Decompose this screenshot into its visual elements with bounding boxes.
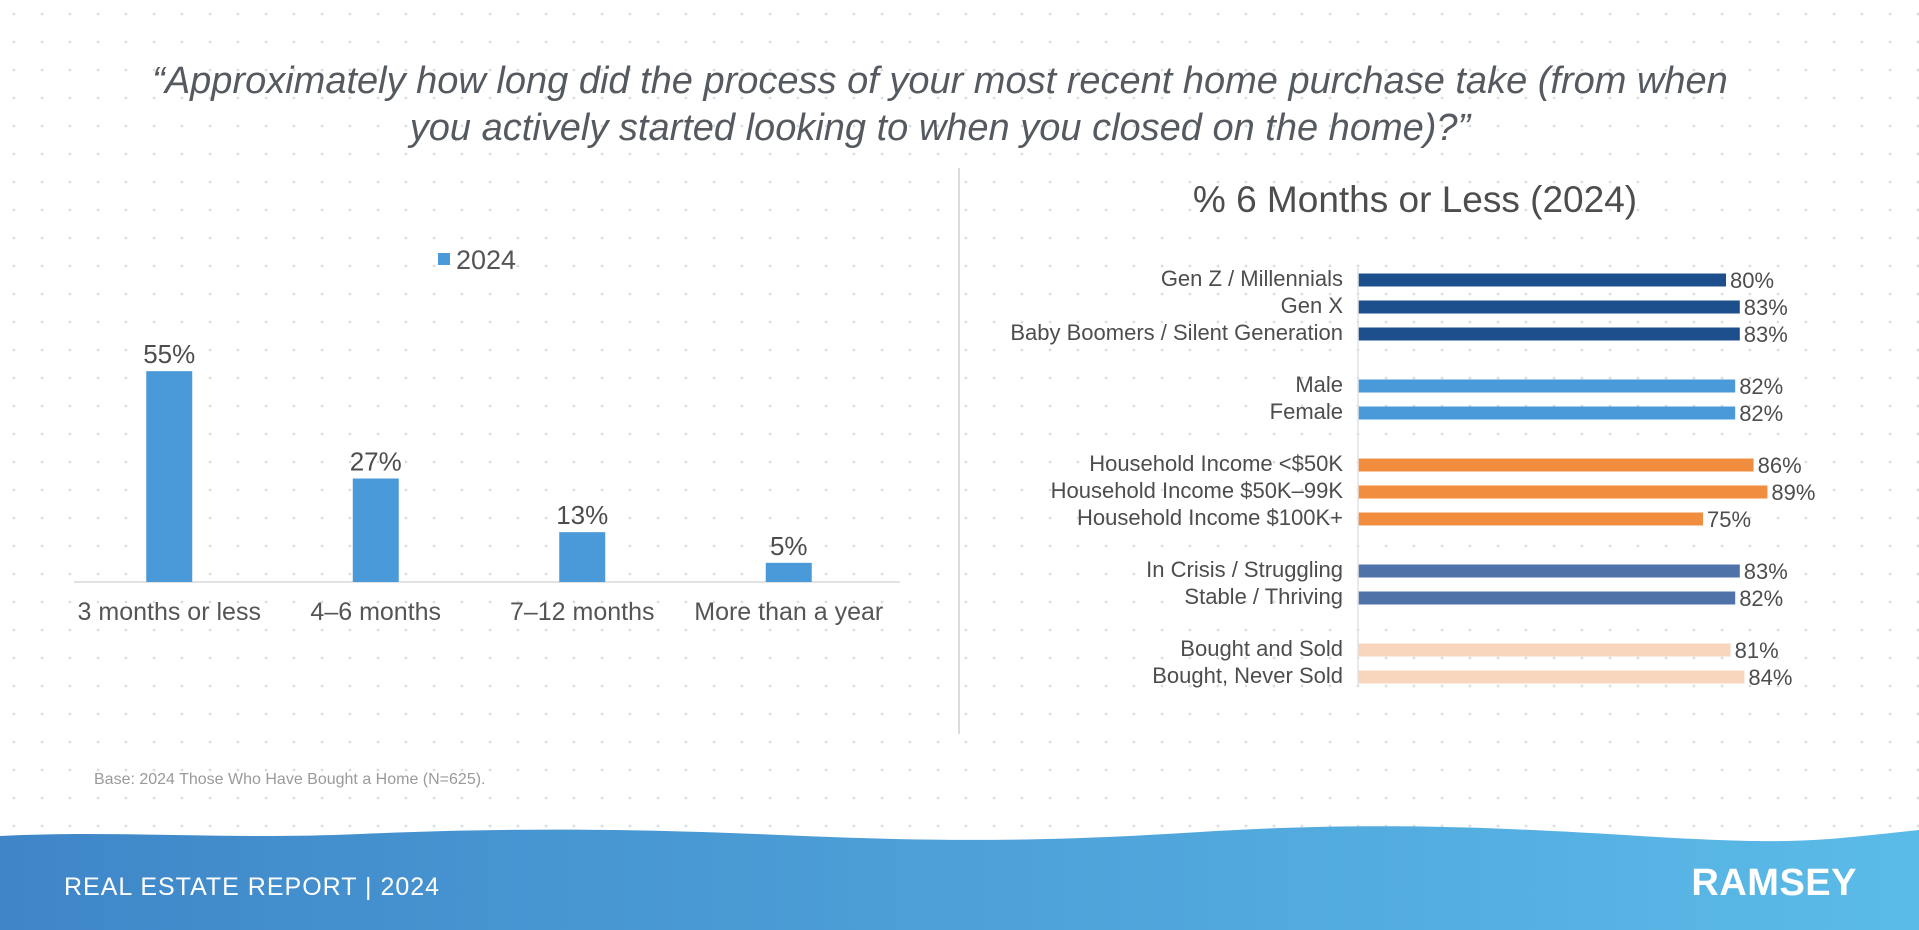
hbar-2 (1358, 300, 1740, 314)
category-label-7: Household Income $50K–99K (1051, 478, 1344, 503)
right-chart-title: % 6 Months or Less (2024) (1193, 179, 1637, 220)
base-note: Base: 2024 Those Who Have Bought a Home … (94, 771, 486, 788)
data-label-1: 55% (143, 339, 195, 369)
hbar-1 (1358, 273, 1726, 287)
hbar-value-label-2: 83% (1744, 295, 1788, 320)
hbar-value-label-10: 82% (1739, 586, 1783, 611)
x-tick-label-3: 7–12 months (510, 598, 655, 626)
legend-label-2024: 2024 (456, 245, 516, 275)
hbar-value-label-11: 81% (1735, 638, 1779, 663)
x-tick-label-1: 3 months or less (78, 598, 261, 626)
hbar-11 (1358, 643, 1731, 657)
data-label-4: 5% (770, 531, 808, 561)
ramsey-logo: RAMSEY (1691, 862, 1857, 904)
category-label-12: Bought, Never Sold (1152, 663, 1343, 688)
hbar-value-label-6: 86% (1758, 453, 1802, 478)
bar-3 (559, 532, 606, 582)
hbar-value-label-4: 82% (1739, 374, 1783, 399)
hbar-4 (1358, 379, 1736, 393)
category-label-6: Household Income <$50K (1089, 451, 1343, 476)
question-heading: “Approximately how long did the process … (152, 60, 1728, 149)
hbar-value-label-3: 83% (1744, 322, 1788, 347)
hbar-5 (1358, 406, 1736, 420)
footer-banner (0, 826, 1919, 930)
category-label-8: Household Income $100K+ (1077, 505, 1343, 530)
x-tick-label-2: 4–6 months (310, 598, 441, 626)
x-tick-label-4: More than a year (694, 598, 883, 626)
hbar-3 (1358, 327, 1740, 341)
category-label-2: Gen X (1281, 293, 1344, 318)
hbar-value-label-8: 75% (1707, 507, 1751, 532)
bar-4 (765, 562, 812, 582)
category-label-10: Stable / Thriving (1184, 584, 1343, 609)
hbar-10 (1358, 591, 1736, 605)
data-label-3: 13% (556, 500, 608, 530)
hbar-value-label-12: 84% (1748, 665, 1792, 690)
category-label-11: Bought and Sold (1180, 636, 1343, 661)
hbar-7 (1358, 485, 1768, 499)
footer-report-label: REAL ESTATE REPORT | 2024 (64, 873, 441, 901)
six-months-or-less-bar-chart: % 6 Months or Less (2024) Gen Z / Millenn… (1010, 179, 1815, 690)
category-label-9: In Crisis / Struggling (1146, 557, 1343, 582)
hbar-value-label-5: 82% (1739, 401, 1783, 426)
data-label-2: 27% (350, 447, 402, 477)
chart-divider (958, 168, 960, 734)
category-label-1: Gen Z / Millennials (1161, 266, 1343, 291)
hbar-9 (1358, 564, 1740, 578)
hbar-value-label-7: 89% (1771, 480, 1815, 505)
hbar-value-label-1: 80% (1730, 268, 1774, 293)
hbar-8 (1358, 512, 1703, 526)
bar-1 (146, 371, 193, 582)
legend-swatch-2024 (438, 253, 450, 265)
hbar-6 (1358, 458, 1754, 472)
category-label-5: Female (1270, 399, 1343, 424)
bar-2 (352, 478, 399, 582)
hbar-12 (1358, 670, 1745, 684)
hbar-value-label-9: 83% (1744, 559, 1788, 584)
category-label-3: Baby Boomers / Silent Generation (1010, 320, 1343, 345)
time-to-purchase-bar-chart: 2024 55% 3 months or less 27% 4–6 months 13% 7… (74, 245, 900, 626)
category-label-4: Male (1295, 372, 1343, 397)
